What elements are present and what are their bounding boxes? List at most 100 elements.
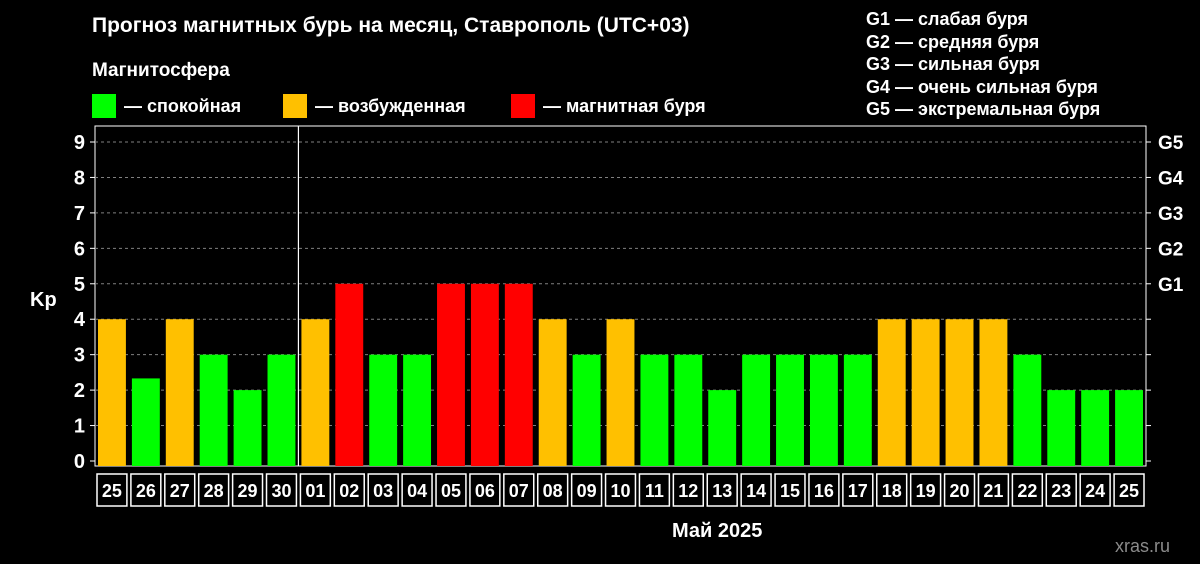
x-tick-box xyxy=(435,473,467,507)
legend-label-quiet: — спокойная xyxy=(124,95,242,116)
bar-07 xyxy=(504,283,533,466)
x-tick-label: 24 xyxy=(1085,481,1105,501)
bar-15 xyxy=(776,354,804,466)
x-tick-label: 25 xyxy=(1119,481,1139,501)
x-tick-box xyxy=(503,473,535,507)
y-tick-label: 3 xyxy=(74,345,85,367)
x-tick-label: 03 xyxy=(373,481,393,501)
legend-swatch-quiet xyxy=(92,94,116,118)
storm-scale-g3: G3 — сильная буря xyxy=(866,54,1040,74)
x-tick-label: 28 xyxy=(204,481,224,501)
x-tick-box xyxy=(469,473,501,507)
x-tick-label: 23 xyxy=(1051,481,1071,501)
x-tick-label: 02 xyxy=(339,481,359,501)
x-tick-label: 04 xyxy=(407,481,427,501)
x-tick-label: 10 xyxy=(610,481,630,501)
x-tick-box xyxy=(197,473,230,507)
bar-26 xyxy=(131,378,160,466)
storm-scale-g2: G2 — средняя буря xyxy=(866,31,1040,52)
x-tick-box xyxy=(1113,473,1145,507)
x-tick-box xyxy=(638,473,671,507)
x-tick-label: 29 xyxy=(238,481,258,501)
x-tick-box xyxy=(1079,473,1111,507)
x-tick-label: 05 xyxy=(441,481,461,501)
x-tick-label: 26 xyxy=(136,481,156,501)
y-tick-label: 1 xyxy=(74,416,85,438)
x-tick-label: 19 xyxy=(916,481,936,501)
storm-scale-g5: G5 — экстремальная буря xyxy=(866,99,1101,119)
bar-23 xyxy=(1047,390,1076,466)
storm-scale-g1: G1 — слабая буря xyxy=(866,9,1029,29)
legend-swatch-excited xyxy=(283,94,307,118)
bar-25 xyxy=(1115,390,1143,466)
bar-04 xyxy=(403,354,432,466)
bar-13 xyxy=(708,390,737,466)
bar-24 xyxy=(1081,390,1110,466)
y-tick-label: 8 xyxy=(74,167,85,189)
bar-22 xyxy=(1013,354,1042,466)
bar-01 xyxy=(301,319,330,466)
bar-21 xyxy=(979,319,1008,466)
chart-title: Прогноз магнитных бурь на месяц, Ставроп… xyxy=(92,14,690,37)
bar-25 xyxy=(98,319,126,466)
g-scale-label: G3 xyxy=(1158,204,1183,225)
bar-27 xyxy=(165,319,194,466)
x-tick-label: 22 xyxy=(1017,481,1037,501)
x-tick-label: 13 xyxy=(712,481,732,501)
x-tick-label: 25 xyxy=(102,481,122,501)
x-tick-label: 06 xyxy=(475,481,495,501)
legend-item-storm: — магнитная буря xyxy=(511,94,706,118)
legend-item-excited: — возбужденная xyxy=(283,94,466,118)
x-tick-box xyxy=(401,473,433,507)
bar-02 xyxy=(335,283,364,466)
bar-29 xyxy=(233,390,262,466)
x-tick-label: 01 xyxy=(305,481,325,501)
y-tick-label: 6 xyxy=(74,238,85,260)
x-tick-label: 18 xyxy=(882,481,902,501)
y-tick-label: 2 xyxy=(74,380,85,402)
x-tick-label: 08 xyxy=(543,481,563,501)
x-tick-box xyxy=(96,473,128,507)
y-axis-label: Kp xyxy=(30,289,57,311)
bar-10 xyxy=(606,319,635,466)
x-tick-box xyxy=(943,473,976,507)
legend-label-excited: — возбужденная xyxy=(315,95,466,116)
bar-28 xyxy=(199,354,228,466)
x-tick-box xyxy=(231,473,264,507)
x-tick-box xyxy=(164,473,196,507)
bar-30 xyxy=(267,354,296,466)
x-tick-box xyxy=(130,473,162,507)
g-scale-label: G1 xyxy=(1158,275,1184,296)
bar-18 xyxy=(877,319,906,466)
x-tick-box xyxy=(672,473,705,507)
y-tick-label: 5 xyxy=(74,274,85,296)
g-scale-label: G2 xyxy=(1158,239,1183,260)
x-tick-box xyxy=(808,473,840,507)
x-tick-label: 20 xyxy=(950,481,970,501)
x-axis-label: Май 2025 xyxy=(672,520,763,542)
x-tick-box xyxy=(265,473,298,507)
bar-06 xyxy=(470,283,499,466)
x-tick-label: 27 xyxy=(170,481,190,501)
bar-08 xyxy=(538,319,567,466)
bar-16 xyxy=(809,354,838,466)
x-tick-label: 14 xyxy=(746,481,766,501)
x-tick-box xyxy=(740,473,772,507)
x-tick-box xyxy=(1011,473,1044,507)
y-tick-label: 7 xyxy=(74,203,85,225)
bar-20 xyxy=(945,319,974,466)
storm-scale-legend: G1 — слабая буря G2 — средняя буря G3 — … xyxy=(866,8,1100,121)
bar-05 xyxy=(437,283,465,466)
x-tick-box xyxy=(604,473,637,507)
x-tick-box xyxy=(774,473,806,507)
x-tick-box xyxy=(536,473,569,507)
x-tick-box xyxy=(570,473,603,507)
x-tick-label: 07 xyxy=(509,481,529,501)
g-scale-label: G4 xyxy=(1158,168,1184,189)
legend-title: Магнитосфера xyxy=(92,60,230,81)
y-tick-label: 0 xyxy=(74,451,85,473)
g-scale-label: G5 xyxy=(1158,133,1184,154)
bar-11 xyxy=(640,354,669,466)
x-tick-label: 16 xyxy=(814,481,834,501)
